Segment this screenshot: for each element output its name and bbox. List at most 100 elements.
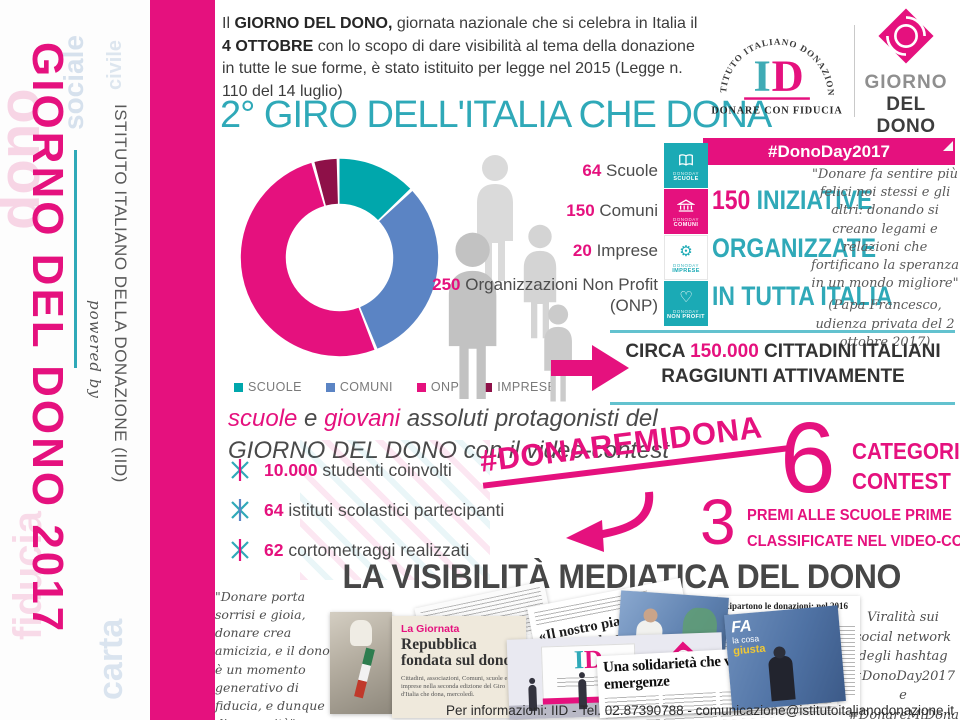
highlight-scuole: scuole [228,405,298,432]
stat-label: Comuni [599,201,658,220]
background-watermark [300,440,490,580]
clipping-kicker: La Giornata [401,623,460,635]
badge-label: NON PROFIT [667,313,705,320]
quote-text: "Donare fa sentire più felici noi stessi… [811,167,959,292]
premi-label: PREMI ALLE SCUOLE PRIME [747,507,952,524]
asterisk-icon [231,459,249,481]
intro-text: e [297,405,325,432]
photo-sash [354,647,375,699]
three-number: 3 [700,486,736,558]
newspaper-clipping-la-giornata: La Giornata Repubblica fondata sul dono … [392,616,526,718]
legend-item: COMUNI [325,380,393,394]
social-virality-note: Viralità sui social network degli hashta… [848,610,960,720]
iid-underline [744,97,810,100]
quote-attribution: (Papa Francesco, udienza privata del 2 o… [815,298,955,350]
bullet-label: istituti scolastici partecipanti [288,499,505,520]
page-title: 2° GIRO DELL'ITALIA CHE DONA [220,94,772,136]
initiatives-number: 150 [712,185,751,215]
reach-text: CIRCA [625,341,691,362]
organization-name-vertical: ISTITUTO ITALIANO DELLA DONAZIONE (IID) [111,104,130,483]
quote-text: "Donare porta sorrisi e gioia, donare cr… [215,589,330,720]
contest-intro: scuole e giovani assoluti protagonisti d… [228,403,669,468]
stat-scuole: 64 Scuole [426,160,658,181]
stat-number: 250 [432,275,461,294]
diamond-icon [878,7,934,64]
badge-label: COMUNI [673,221,699,228]
badge-label: SCUOLE [673,175,699,182]
intro-text: Il [222,15,235,32]
bullet-cortometraggi: 62 cortometraggi realizzati [228,538,469,562]
badge-scuole: DONODAY SCUOLE [664,143,708,188]
book-icon [677,150,695,170]
badge-sub: DONODAY [673,170,699,176]
initiatives-word: INIZIATIVE [750,185,873,215]
initiatives-line3: IN TUTTA ITALIA [712,281,893,311]
badge-comuni: DONODAY COMUNI [664,189,708,234]
initiatives-block: 150 INIZIATIVE ORGANIZZATE IN TUTTA ITAL… [712,176,893,320]
gears-icon: ⚙ [679,242,693,260]
stat-label: Scuole [606,161,658,180]
reach-statement: CIRCA 150.000 CITTADINI ITALIANI RAGGIUN… [608,340,958,389]
intro-bold: GIORNO DEL DONO, [234,15,393,32]
contest-label: CONTEST [852,468,951,494]
badge-sub: DONODAY [673,262,699,268]
stat-number: 150 [566,201,595,220]
brand-giorno: GIORNO [864,71,948,93]
contest-intro-line2: GIORNO DEL DONO con il video-contest [228,437,670,465]
legend-label: SCUOLE [248,380,302,394]
tv-screenshot-fa-la-cosa-giusta: FA la cosa giusta [724,605,846,711]
intro-text: con lo scopo di dare visibilità al tema … [222,37,695,101]
watermark-word: carta [92,618,130,700]
legend-item: IMPRESE [483,380,556,394]
donut-segment-scuole [240,158,439,357]
bullet-number: 10.000 [264,459,318,480]
initiatives-line2: ORGANIZZATE [712,233,877,263]
badge-imprese: ⚙ DONODAY IMPRESE [664,235,708,280]
bullet-label: cortometraggi realizzati [288,539,470,560]
divider-line [610,330,955,333]
clipping-headline: Repubblica fondata sul dono [401,636,512,670]
clipping-body: Cittadini, associazioni, Comuni, scuole … [401,674,508,698]
legend-label: ONP [430,380,460,394]
intro-text: assoluti protagonisti del [400,405,658,432]
donoday-hashtag: #DonoDay2017 [768,141,890,161]
stat-number: 64 [582,161,602,180]
legend-swatch [416,382,426,392]
badge-sub: DONODAY [673,216,699,222]
heart-icon: ♡ [679,288,693,306]
contact-footer: Per informazioni: IID - Tel. 02.87390788… [446,703,954,718]
legend-item: SCUOLE [234,380,302,394]
divider-line [610,402,955,405]
asterisk-icon [231,499,249,521]
bank-icon [677,196,695,216]
pink-accent-bar [150,0,215,720]
intro-paragraph: Il GIORNO DEL DONO, giornata nazionale c… [222,13,708,104]
intro-text: giornata nazionale che si celebra in Ita… [392,15,698,32]
event-title-vertical: GIORNO DEL DONO 2017 [23,42,72,635]
intro-bold: 4 OTTOBRE [222,37,314,55]
powered-by-label: powered by [86,300,104,399]
photo-figure [350,620,372,646]
bullet-istituti: 64 istituti scolastici partecipanti [228,498,504,522]
legend-swatch [234,382,243,392]
reach-text: CITTADINI ITALIANI [758,341,941,362]
bullet-studenti: 10.000 studenti coinvolti [228,458,452,482]
logo-divider [854,25,855,117]
reach-line2: RAGGIUNTI ATTIVAMENTE [661,365,905,387]
logo-box: ISTITUTO ITALIANO DONAZIONE I D DONARE C… [703,6,955,137]
legend-swatch [483,382,493,392]
bullet-label: studenti coinvolti [322,459,452,480]
iid-letter-i: I [754,51,771,101]
right-arrow-icon [551,345,629,391]
highlight-giovani: giovani [324,405,401,432]
stat-label: Imprese [596,241,658,260]
iid-logo: ISTITUTO ITALIANO DONAZIONE I D DONARE C… [703,13,842,117]
iid-letter-d: D [772,51,804,101]
stat-imprese: 20 Imprese [426,240,658,261]
divider-line [74,150,77,368]
three-label: PREMI ALLE SCUOLE PRIME CLASSIFICATE NEL… [747,503,960,555]
donut-segment-onp [240,158,439,357]
badge-sub: DONODAY [673,308,699,314]
legend-item: ONP [416,380,460,394]
legend-swatch [325,382,335,392]
